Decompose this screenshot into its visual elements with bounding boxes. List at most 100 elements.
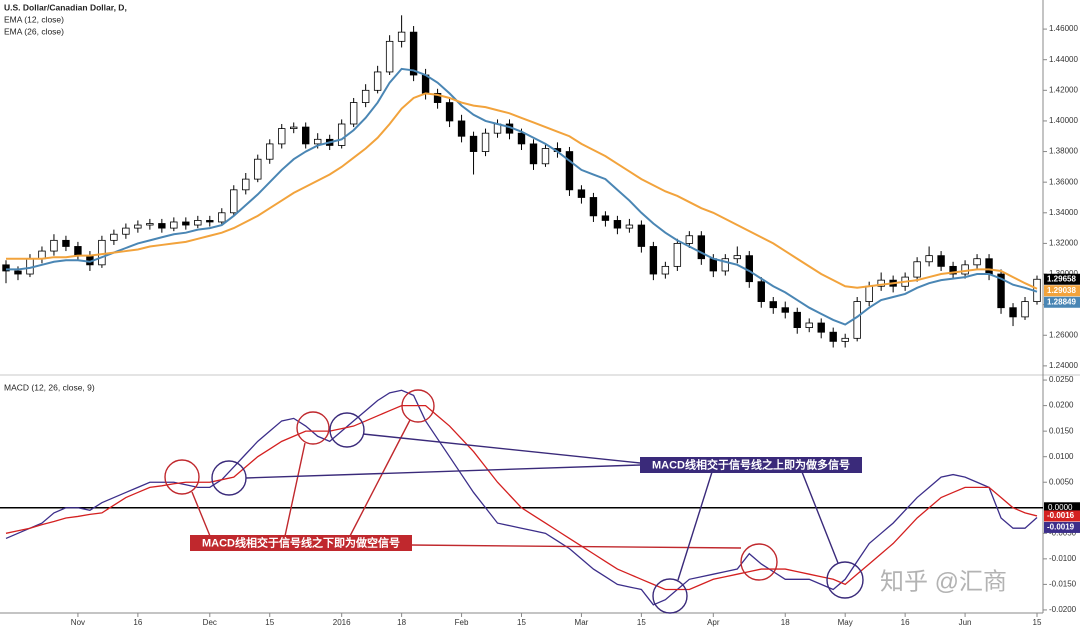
candle-body (733, 255, 741, 260)
candle-body (158, 223, 166, 229)
chart-title: U.S. Dollar/Canadian Dollar, D, (4, 2, 127, 12)
candle-body (194, 220, 202, 226)
x-tick-label: 15 (265, 618, 274, 627)
candle-body (373, 71, 382, 91)
callout-line (801, 471, 839, 564)
legend-entry: EMA (12, close) (4, 14, 64, 24)
candle-body (937, 255, 945, 267)
y-tick-label: 1.32000 (1049, 239, 1078, 248)
series-line (5, 404, 1038, 591)
candle-body (577, 189, 586, 198)
candle-body (517, 132, 526, 145)
candle-body (242, 178, 250, 191)
candle-body (302, 126, 310, 145)
candle-body (529, 143, 538, 165)
cross-circle (329, 412, 365, 448)
y-tick-label: 1.46000 (1049, 24, 1078, 33)
candle-body (649, 246, 658, 275)
zero-label-box (1044, 502, 1080, 514)
candle-body (961, 264, 969, 275)
candle-body (601, 215, 610, 221)
cross-circle (296, 411, 330, 445)
y-tick-label: 1.44000 (1049, 55, 1078, 64)
annotations: MACD线相交于信号线之上即为做多信号 MACD线相交于信号线之下即为做空信号 … (164, 389, 1007, 614)
candle-body (134, 224, 142, 229)
candle-body (757, 281, 765, 302)
candle-body (1009, 307, 1017, 318)
candle-body (182, 221, 190, 226)
candle-body (361, 89, 370, 103)
cross-circle (826, 561, 864, 599)
y-tick-label: -0.0150 (1049, 580, 1077, 589)
y-tick-label: 1.40000 (1049, 116, 1078, 125)
series-line (5, 92, 1038, 290)
y-tick-label: -0.0200 (1049, 605, 1077, 614)
candle-body (769, 301, 777, 309)
candle-body (397, 31, 406, 42)
candle-body (433, 92, 442, 103)
candle-body (146, 223, 154, 226)
long-signal-label: MACD线相交于信号线之上即为做多信号 (652, 457, 850, 471)
candle-body (469, 135, 478, 152)
candle-body (2, 264, 10, 272)
callout-line (284, 442, 306, 537)
x-tick-label: 15 (1033, 618, 1042, 627)
candle-body (781, 307, 789, 313)
candle-body (853, 301, 861, 339)
callout-line (349, 419, 411, 537)
x-tick-label: 18 (781, 618, 790, 627)
x-tick-label: Dec (203, 618, 217, 627)
candle-body (865, 285, 873, 302)
candle-body (385, 40, 394, 73)
candle-body (278, 128, 286, 145)
y-tick-label: 1.24000 (1049, 361, 1078, 370)
candle-body (50, 239, 58, 252)
candle-body (421, 74, 430, 94)
candle-body (74, 246, 82, 257)
last-value-label: 1.29038 (1047, 286, 1076, 295)
short-signal-label: MACD线相交于信号线之下即为做空信号 (202, 535, 400, 549)
x-tick-label: Mar (575, 618, 589, 627)
candle-body (589, 197, 598, 217)
candle-body (697, 235, 706, 260)
candle-body (829, 331, 837, 342)
candle-body (266, 143, 274, 160)
y-tick-label: -0.0100 (1049, 554, 1077, 563)
candle-body (985, 258, 993, 275)
last-value-label: 1.28849 (1047, 297, 1076, 306)
callout-line (191, 491, 211, 537)
candle-body (685, 235, 694, 244)
x-tick-label: 18 (397, 618, 406, 627)
y-tick-label: 0.0250 (1049, 375, 1074, 384)
y-tick-label: 1.36000 (1049, 177, 1078, 186)
chart-title: MACD (12, 26, close, 9) (4, 382, 95, 392)
candle-body (541, 148, 550, 165)
candle-body (313, 138, 322, 145)
candle-body (98, 239, 106, 266)
callout-line (409, 544, 742, 549)
x-tick-label: 16 (901, 618, 910, 627)
candle-body (805, 322, 813, 329)
last-value-box (1044, 510, 1080, 522)
candle-body (1021, 301, 1029, 318)
candle-body (254, 158, 262, 180)
legend-entry: EMA (26, close) (4, 26, 64, 36)
watermark: 知乎 @汇商 (880, 568, 1007, 595)
candle-body (877, 279, 885, 287)
candle-body (949, 265, 957, 275)
long-signal-box (640, 457, 862, 473)
x-tick-label: Jun (959, 618, 972, 627)
candle-body (170, 221, 178, 229)
y-tick-label: 1.42000 (1049, 85, 1078, 94)
candle-body (673, 243, 682, 267)
y-tick-label: 1.38000 (1049, 147, 1078, 156)
y-tick-label: 1.30000 (1049, 269, 1078, 278)
candle-body (925, 255, 933, 263)
candle-body (973, 258, 981, 266)
candle-body (290, 126, 298, 129)
y-tick-label: 1.34000 (1049, 208, 1078, 217)
candle-body (62, 239, 70, 247)
x-tick-label: 15 (637, 618, 646, 627)
candle-body (445, 102, 454, 122)
